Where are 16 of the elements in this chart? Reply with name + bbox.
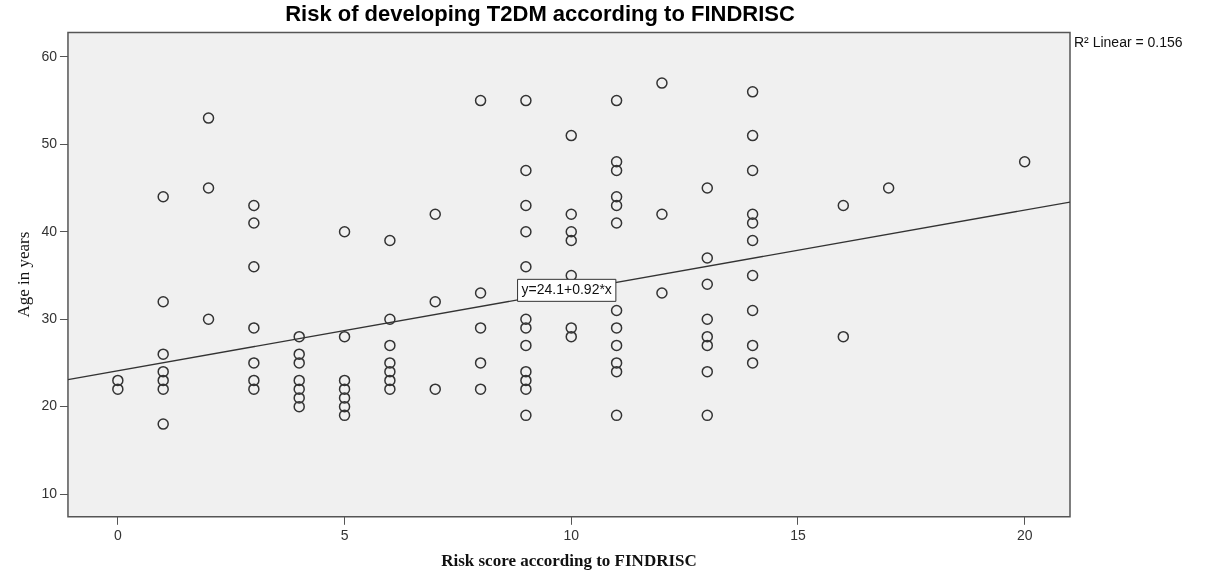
x-tick-label: 10 [563,527,580,544]
x-tick-label: 5 [340,527,349,544]
annotation: y=24.1+0.92*x [521,281,612,298]
x-tick-label: 0 [113,527,122,544]
x-tick-label: 15 [790,527,806,544]
y-tick-label: 50 [41,135,58,152]
y-axis-title: Age in years [13,231,33,318]
x-axis-title: Risk score according to FINDRISC [441,551,697,571]
y-tick-label: 40 [41,222,58,239]
y-tick-label: 10 [41,484,58,501]
y-tick-label: 60 [41,47,58,64]
chart-title: Risk of developing T2DM according to FINDRISC [285,1,795,27]
text: R² Linear = 0.156 [1074,34,1183,51]
y-tick-label: 30 [41,310,58,327]
x-tick-label: 20 [1016,527,1033,544]
y-tick-label: 20 [41,397,58,414]
